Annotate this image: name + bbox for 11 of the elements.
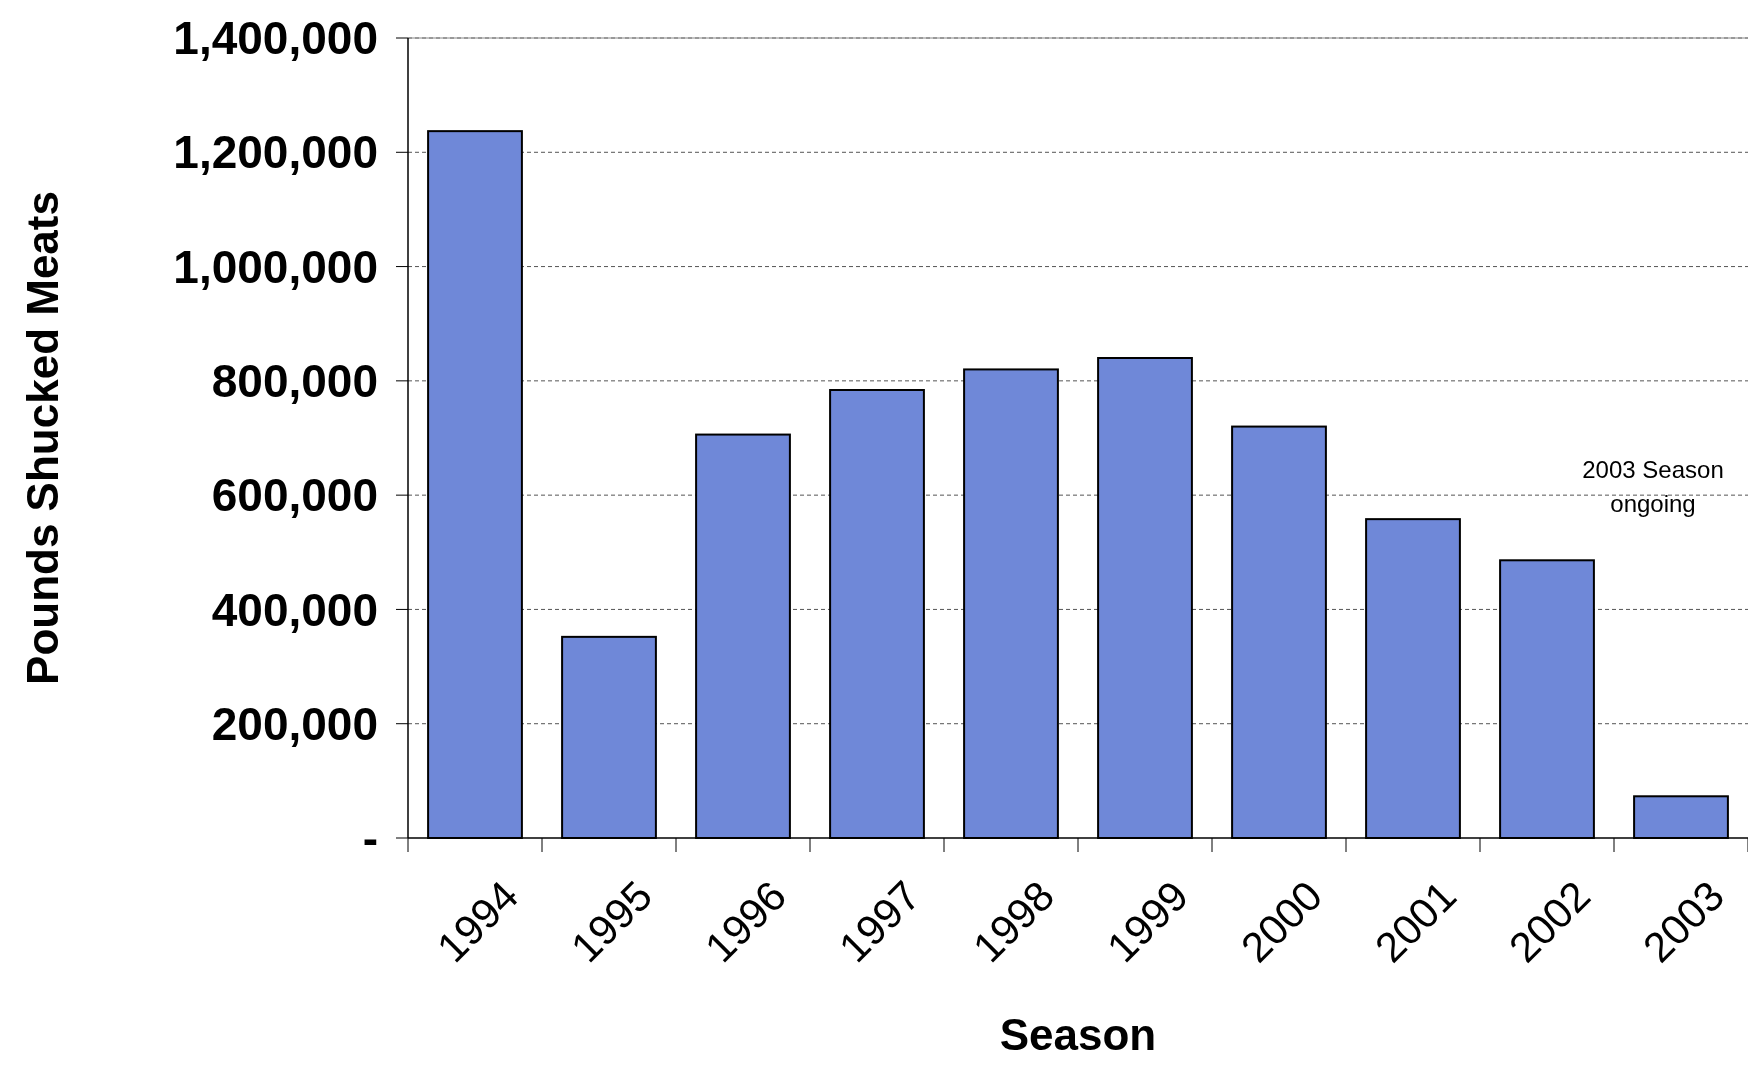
- y-tick-label: 1,000,000: [173, 240, 378, 293]
- y-tick-label: 400,000: [211, 583, 378, 636]
- y-tick-label: 200,000: [211, 697, 378, 750]
- y-axis-title: Pounds Shucked Meats: [18, 191, 67, 685]
- y-tick-label: 600,000: [211, 469, 378, 522]
- annotation: 2003 Season ongoing: [1582, 456, 1724, 517]
- y-tick-label: 1,200,000: [173, 126, 378, 179]
- y-tick-label: -: [362, 812, 378, 865]
- x-axis-title: Season: [999, 1010, 1157, 1059]
- y-tick-label: 1,400,000: [173, 12, 378, 65]
- y-tick-label: 800,000: [211, 354, 378, 407]
